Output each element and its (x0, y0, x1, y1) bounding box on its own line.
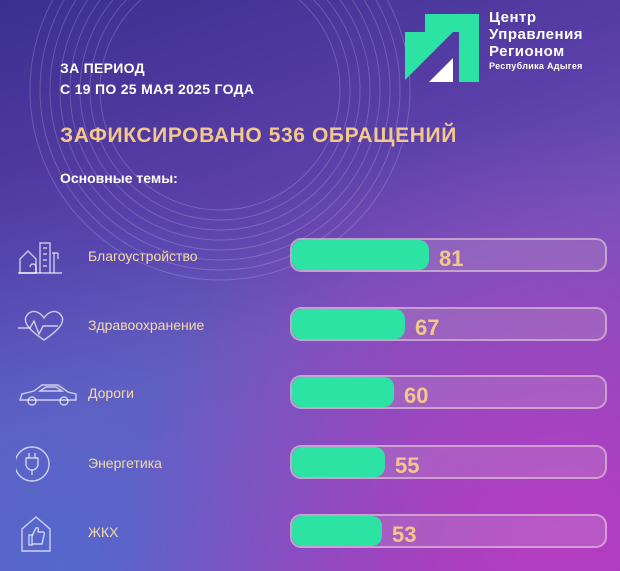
chart-row: ЖКХ 53 (0, 513, 620, 553)
logo-line-3: Регионом (489, 43, 565, 60)
bar-value-label: 55 (395, 453, 420, 478)
logo-line-2: Управления (489, 26, 584, 43)
category-label: Дороги (88, 385, 134, 401)
bar (292, 516, 382, 546)
bar (292, 240, 429, 270)
logo-line-1: Центр (489, 9, 537, 26)
category-label: ЖКХ (88, 524, 119, 540)
logo-line-4: Республика Адыгея (489, 61, 583, 71)
category-label: Благоустройство (88, 248, 198, 264)
heart-pulse-icon (16, 306, 78, 346)
bar (292, 377, 394, 407)
bar-value-label: 53 (392, 522, 417, 547)
city-building-icon (16, 237, 78, 277)
topics-label: Основные темы: (60, 170, 178, 186)
bar-track: 60 (290, 375, 607, 409)
bar-track: 55 (290, 445, 607, 479)
bar-track: 67 (290, 307, 607, 341)
logo-text: Центр Управления Регионом Республика Ады… (489, 9, 583, 72)
power-plug-icon (14, 444, 78, 484)
bar (292, 447, 385, 477)
report-period: ЗА ПЕРИОД С 19 ПО 25 МАЯ 2025 ГОДА (60, 58, 254, 100)
chart-row: Благоустройство 81 (0, 237, 620, 277)
bar-track: 53 (290, 514, 607, 548)
chart-row: Энергетика 55 (0, 444, 620, 484)
bar-value-label: 67 (415, 315, 440, 340)
bar (292, 309, 405, 339)
chart-row: Дороги 60 (0, 374, 620, 414)
bar-value-label: 60 (404, 383, 429, 408)
bar-track: 81 (290, 238, 607, 272)
cur-logo-icon (405, 14, 479, 82)
car-icon (16, 374, 78, 414)
headline: ЗАФИКСИРОВАНО 536 ОБРАЩЕНИЙ (60, 124, 457, 147)
period-line-1: ЗА ПЕРИОД (60, 60, 145, 76)
period-line-2: С 19 ПО 25 МАЯ 2025 ГОДА (60, 81, 255, 97)
category-label: Энергетика (88, 455, 162, 471)
bar-value-label: 81 (439, 246, 464, 271)
house-like-icon (16, 513, 78, 553)
category-label: Здравоохранение (88, 317, 205, 333)
chart-row: Здравоохранение 67 (0, 306, 620, 346)
